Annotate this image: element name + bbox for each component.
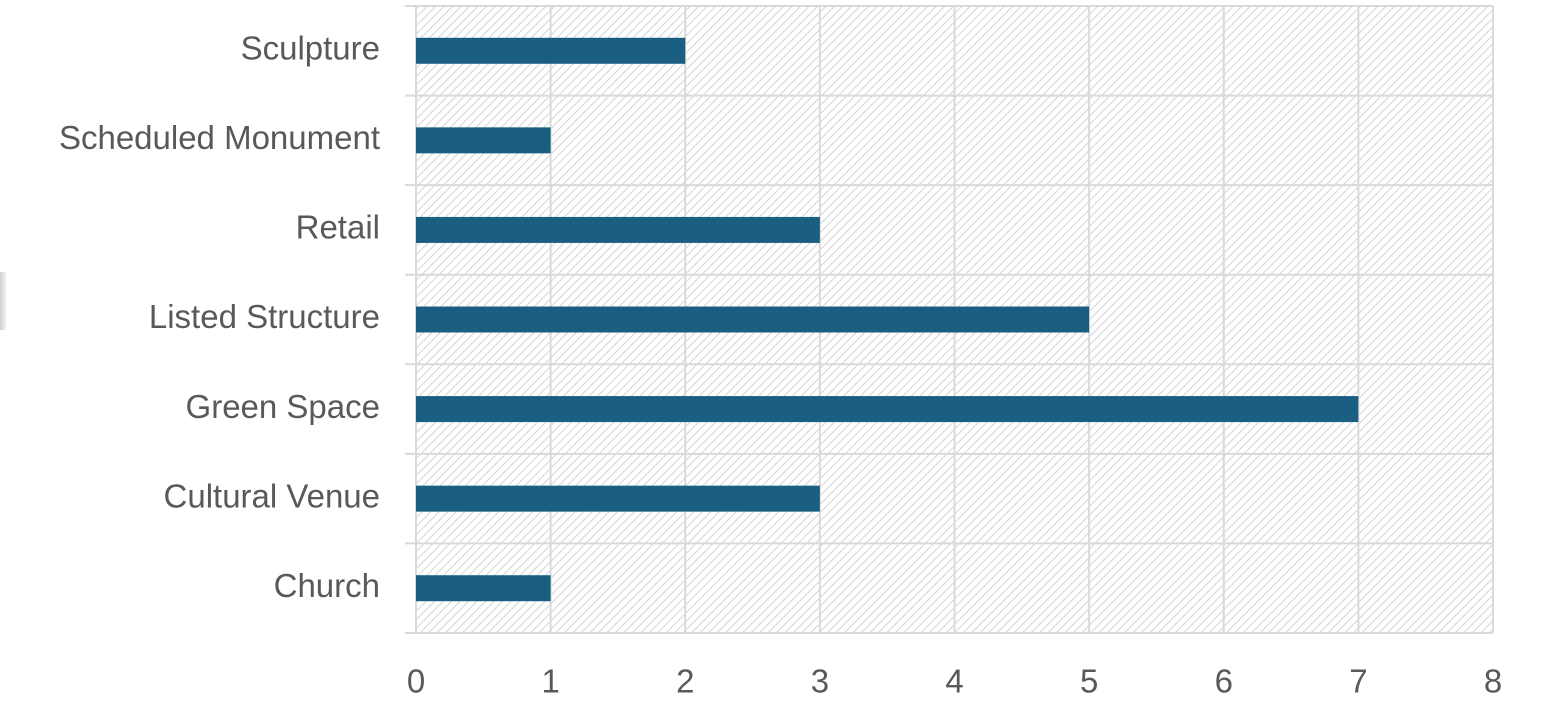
- y-tick-label: Church: [274, 567, 380, 604]
- bar: [416, 127, 551, 154]
- bar: [416, 306, 1090, 333]
- y-tick-label: Listed Structure: [149, 298, 380, 335]
- y-tick-label: Scheduled Monument: [59, 119, 380, 156]
- bar: [416, 396, 1359, 423]
- bar: [416, 216, 820, 243]
- x-tick-label: 4: [945, 663, 963, 700]
- x-tick-label: 6: [1215, 663, 1233, 700]
- bar: [416, 37, 686, 64]
- x-tick-label: 7: [1349, 663, 1367, 700]
- x-tick-label: 2: [676, 663, 694, 700]
- bar: [416, 575, 551, 602]
- y-tick-label: Retail: [296, 209, 380, 246]
- y-tick-label: Sculpture: [241, 30, 380, 67]
- y-tick-label: Green Space: [186, 388, 380, 425]
- x-tick-label: 1: [541, 663, 559, 700]
- y-tick-label: Cultural Venue: [164, 477, 380, 514]
- edge-artifact: [0, 272, 6, 330]
- x-tick-label: 8: [1484, 663, 1502, 700]
- x-tick-label: 3: [811, 663, 829, 700]
- x-tick-label: 0: [407, 663, 425, 700]
- bar: [416, 485, 820, 512]
- x-tick-label: 5: [1080, 663, 1098, 700]
